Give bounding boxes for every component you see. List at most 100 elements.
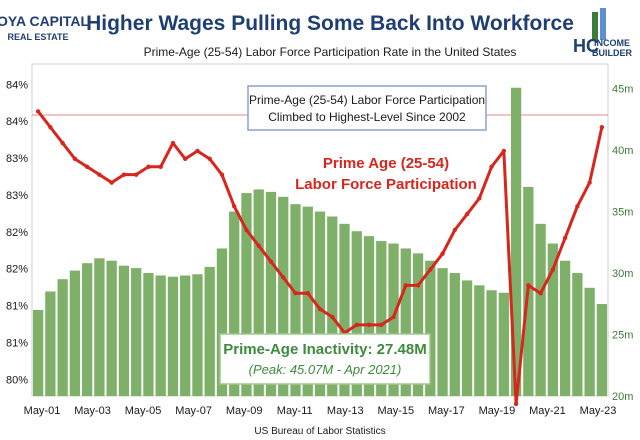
x-axis: May-01 May-03 May-05 May-07 May-09 May-11 May-… xyxy=(24,405,617,417)
inactivity-bar xyxy=(82,263,93,396)
participation-point xyxy=(60,140,65,146)
participation-point xyxy=(207,156,212,162)
x-axis-tick-label: May-11 xyxy=(277,405,313,417)
inactivity-bar xyxy=(155,275,166,396)
participation-point xyxy=(489,164,494,169)
chart-subtitle: Prime-Age (25-54) Labor Force Participat… xyxy=(144,45,517,59)
inactivity-bar xyxy=(57,279,68,396)
source-note: US Bureau of Labor Statistics xyxy=(254,426,385,437)
participation-point xyxy=(391,314,396,320)
brand-left-logo: HOYA CAPITAL REAL ESTATE xyxy=(0,4,90,48)
participation-point xyxy=(513,401,519,407)
participation-point xyxy=(440,251,445,256)
inactivity-bar xyxy=(229,211,240,396)
inactivity-bar xyxy=(180,275,191,396)
inactivity-bar xyxy=(461,280,473,396)
right-axis-tick-label: 30m xyxy=(612,268,633,280)
inactivity-bar xyxy=(474,285,485,396)
brand-right-mark: HC xyxy=(573,36,599,56)
inactivity-bar xyxy=(131,268,142,396)
x-axis-tick-label: May-15 xyxy=(377,405,414,417)
series-label-line2: Labor Force Participation xyxy=(295,176,477,193)
left-axis-tick-label: 81% xyxy=(6,338,28,350)
brand-left-line2: REAL ESTATE xyxy=(7,32,68,42)
left-axis-tick-label: 81% xyxy=(6,301,28,313)
participation-point xyxy=(244,227,249,233)
inactivity-bars xyxy=(32,87,608,397)
callout-box: Prime-Age (25-54) Labor Force Participat… xyxy=(247,85,487,131)
brand-right-logo: HC INCOME BUILDER xyxy=(573,8,632,58)
participation-point xyxy=(477,196,482,201)
inactivity-bar xyxy=(376,241,387,396)
participation-point xyxy=(72,156,78,162)
inactivity-bar xyxy=(584,287,595,396)
participation-point xyxy=(452,227,458,233)
inactivity-bar xyxy=(339,223,350,396)
inactivity-bar xyxy=(535,223,546,396)
inactivity-bar xyxy=(106,260,117,396)
participation-point xyxy=(281,275,286,280)
participation-point xyxy=(575,204,580,209)
inactivity-peak: (Peak: 45.07M - Apr 2021) xyxy=(249,362,402,377)
participation-point xyxy=(403,283,408,288)
brand-left-line1: HOYA CAPITAL xyxy=(0,13,90,29)
left-axis-tick-label: 83% xyxy=(6,190,28,202)
inactivity-bar xyxy=(437,268,448,396)
inactivity-bar xyxy=(290,204,301,396)
left-axis-tick-label: 82% xyxy=(6,227,28,239)
x-axis-tick-label: May-19 xyxy=(479,405,516,417)
participation-point xyxy=(97,172,102,177)
inactivity-bar xyxy=(302,206,313,396)
inactivity-bar xyxy=(572,273,583,396)
chart-title: Higher Wages Pulling Some Back Into Work… xyxy=(86,12,574,35)
left-axis-tick-label: 84% xyxy=(6,79,28,91)
callout-line1: Prime-Age (25-54) Labor Force Participat… xyxy=(249,93,485,107)
participation-point xyxy=(121,172,127,177)
participation-point xyxy=(195,148,200,154)
participation-point xyxy=(317,306,323,312)
inactivity-bar xyxy=(425,260,436,396)
x-axis-tick-label: May-17 xyxy=(428,405,465,417)
participation-point xyxy=(293,291,298,296)
participation-point xyxy=(354,322,359,328)
participation-point xyxy=(158,164,163,169)
inactivity-bar xyxy=(143,273,154,396)
inactivity-bar xyxy=(253,189,264,396)
inactivity-bar xyxy=(388,243,399,396)
participation-point xyxy=(109,180,114,185)
inactivity-bar xyxy=(510,87,522,397)
left-axis: 80% 81% 81% 82% 82% 83% 83% 84% 84% xyxy=(6,79,28,386)
participation-point xyxy=(550,267,556,272)
right-axis-tick-label: 25m xyxy=(612,330,633,342)
participation-point xyxy=(428,267,433,272)
x-axis-tick-label: May-03 xyxy=(74,405,111,417)
inactivity-bar xyxy=(596,304,608,396)
participation-point xyxy=(268,259,274,264)
right-axis-tick-label: 20m xyxy=(612,391,633,403)
participation-point xyxy=(256,243,261,249)
inactivity-bar xyxy=(486,290,497,396)
participation-point xyxy=(464,211,470,217)
participation-point xyxy=(379,322,384,328)
brand-right-line1: INCOME xyxy=(594,38,630,48)
x-axis-tick-label: May-05 xyxy=(125,405,162,417)
inactivity-bar xyxy=(547,243,558,396)
inactivity-bar xyxy=(32,309,44,396)
participation-line xyxy=(35,109,605,407)
participation-point xyxy=(526,283,531,288)
participation-point xyxy=(219,172,225,177)
inactivity-bar xyxy=(278,196,289,396)
inactivity-bar xyxy=(204,266,215,396)
inactivity-bar xyxy=(69,270,81,396)
inactivity-bar xyxy=(412,253,424,396)
participation-point xyxy=(232,204,237,209)
right-axis-tick-label: 35m xyxy=(612,207,633,219)
inactivity-bar xyxy=(400,248,411,396)
inactivity-bar xyxy=(265,191,277,396)
left-axis-tick-label: 82% xyxy=(6,264,28,276)
inactivity-bar xyxy=(351,231,362,396)
inactivity-bar xyxy=(241,193,252,396)
inactivity-bar xyxy=(45,291,56,396)
x-axis-tick-label: May-13 xyxy=(327,405,364,417)
